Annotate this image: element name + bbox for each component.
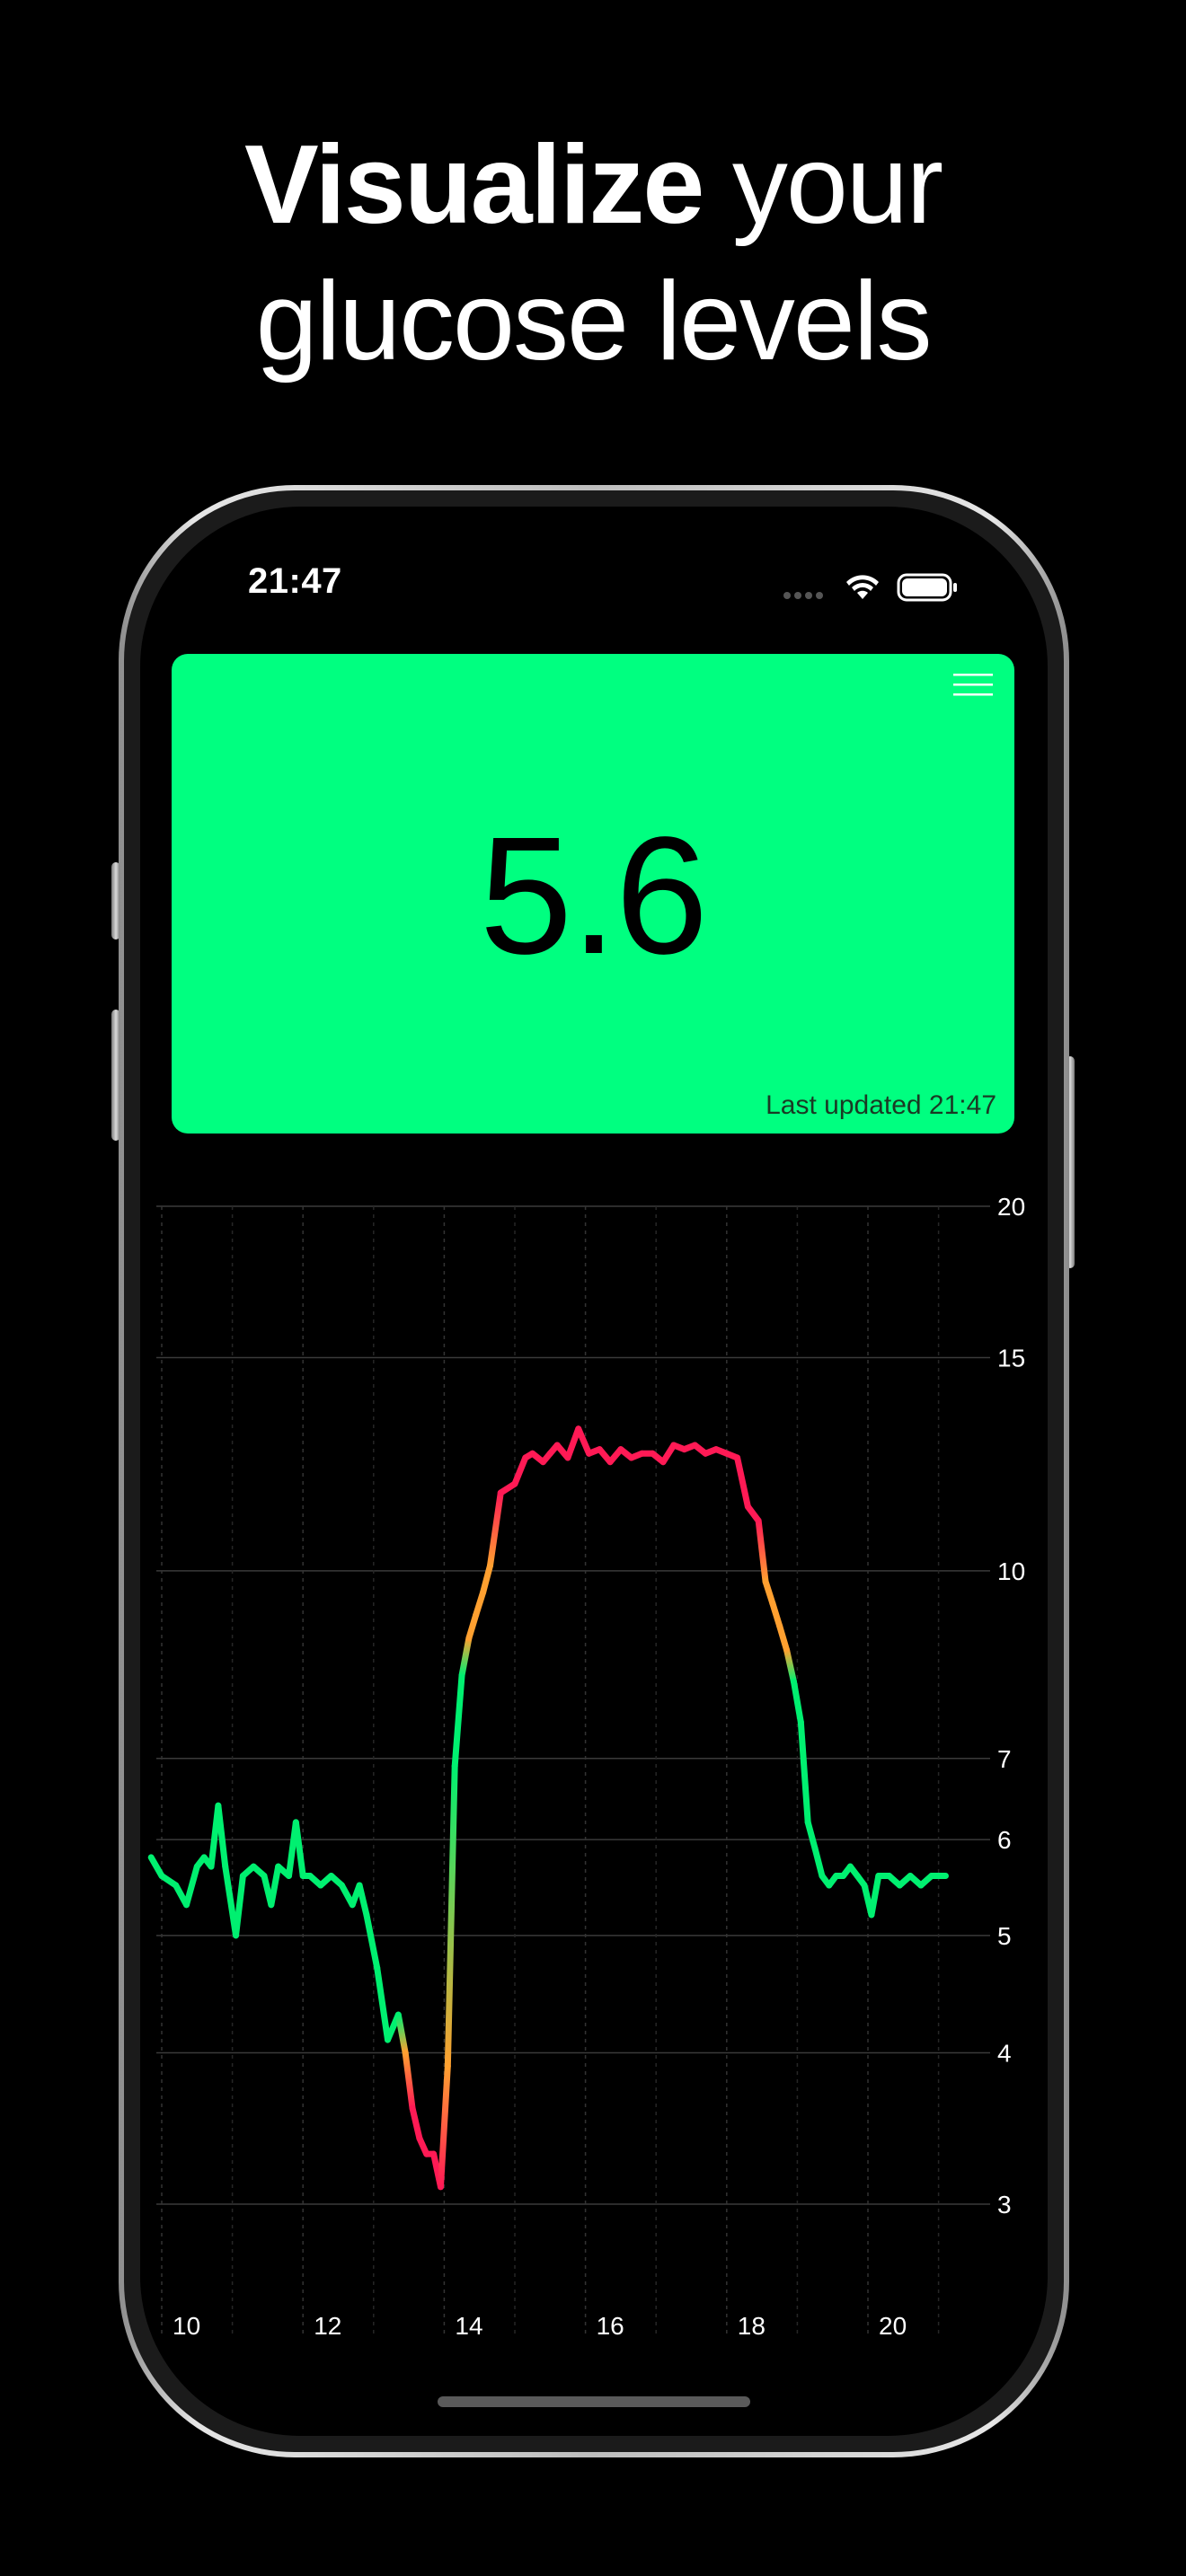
glucose-card[interactable]: 5.6 Last updated 21:47 — [172, 654, 1014, 1134]
hamburger-menu-icon[interactable] — [953, 672, 993, 699]
action-button — [111, 862, 120, 940]
headline: Visualize your glucose levels — [0, 117, 1186, 390]
status-time: 21:47 — [248, 561, 342, 601]
power-button — [1066, 1056, 1075, 1268]
headline-bold-word: Visualize — [243, 123, 704, 247]
cellular-dots-icon — [783, 592, 823, 599]
headline-line-1-rest: your — [703, 123, 943, 247]
headline-line-2: glucose levels — [255, 260, 933, 384]
glucose-value: 5.6 — [479, 803, 709, 989]
status-icons — [783, 573, 957, 602]
volume-button — [111, 1010, 120, 1141]
home-indicator[interactable] — [438, 2396, 750, 2407]
last-updated-text: Last updated 21:47 — [766, 1090, 996, 1120]
battery-icon — [897, 573, 957, 602]
wifi-icon — [846, 575, 879, 599]
headline-line-1: Visualize your — [0, 117, 1186, 253]
